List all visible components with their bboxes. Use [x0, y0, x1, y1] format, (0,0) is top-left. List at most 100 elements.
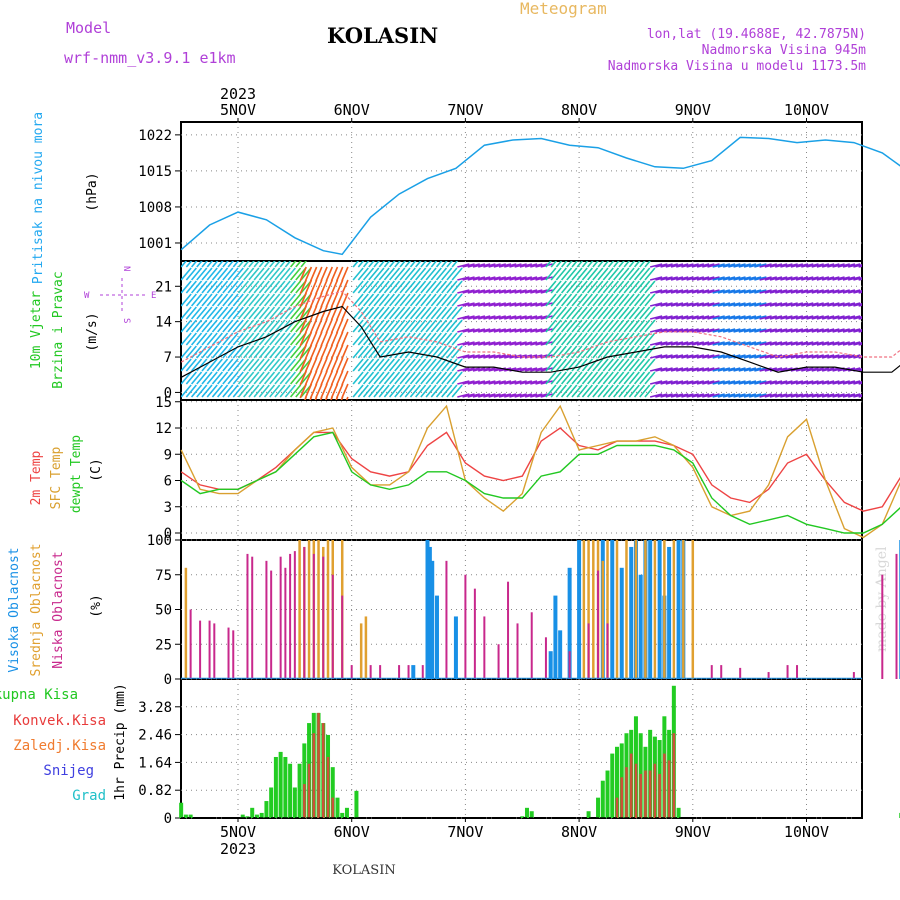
wind-barb [717, 367, 731, 372]
wind-barb [759, 263, 772, 268]
wind-barb [498, 354, 512, 359]
precip-total-bar [264, 801, 269, 818]
wind-barb [764, 302, 778, 307]
wind-barb [597, 280, 609, 294]
wind-barb [733, 276, 746, 281]
wind-barb [289, 332, 302, 346]
precip-total-bar [596, 797, 601, 818]
wind-barb [712, 276, 725, 281]
low-cloud-bar [289, 553, 292, 679]
wind-barb [472, 393, 486, 398]
wind-barb [895, 277, 900, 280]
wind-barb [368, 358, 380, 372]
wind-barb [702, 289, 715, 294]
wind-barb [388, 293, 401, 307]
wind-ytick-label: 7 [164, 350, 172, 366]
wind-barb [274, 319, 286, 333]
wind-barb [320, 266, 328, 282]
wind-barb [864, 277, 876, 280]
wind-barb [368, 306, 380, 320]
wind-barb [362, 261, 370, 268]
wind-barb [801, 393, 814, 398]
wind-barb [217, 267, 229, 281]
wind-barb [550, 345, 562, 359]
wind-barb [811, 302, 824, 307]
wind-barb [639, 267, 651, 281]
temp-sfc-line [180, 404, 900, 539]
wind-barb [890, 394, 900, 397]
wind-barb [284, 358, 296, 372]
low-cloud-bar [293, 551, 296, 679]
wind-barb [394, 358, 406, 372]
wind-barb [227, 306, 239, 320]
wind-barb [665, 380, 678, 385]
mid-cloud-bar [359, 623, 363, 679]
wind-barb [435, 371, 448, 385]
wind-barb [847, 263, 861, 268]
wind-barb [206, 319, 218, 333]
precip-label-snow: Snijeg [43, 763, 94, 779]
wind-barb [232, 371, 244, 385]
wind-barb [785, 263, 798, 268]
pressure-ytick-label: 1015 [138, 164, 172, 180]
wind-barb [404, 332, 416, 346]
wind-barb [535, 328, 548, 333]
wind-barb [707, 328, 720, 333]
wind-barb [425, 384, 437, 398]
mid-cloud-bar [653, 540, 657, 679]
wind-barb [185, 306, 197, 320]
wind-barb [335, 344, 344, 360]
wind-barb [325, 266, 334, 282]
wind-barb [655, 302, 668, 307]
wind-barb [795, 315, 809, 320]
wind-barb [362, 293, 375, 307]
wind-barb [655, 328, 668, 333]
wind-barb [681, 276, 694, 281]
wind-barb [330, 357, 339, 373]
cloud-unit: (%) [89, 594, 104, 617]
wind-barb [309, 318, 318, 334]
wind-barb [847, 341, 861, 346]
wind-barb [633, 280, 646, 294]
wind-barb [435, 384, 448, 398]
wind-barb [717, 341, 731, 346]
wind-barb [743, 302, 757, 307]
wind-barb [858, 369, 862, 372]
wind-barb [821, 315, 835, 320]
wind-barb [816, 393, 830, 398]
wind-barb [858, 356, 862, 359]
wind-barb [795, 263, 809, 268]
day-labels-top: 5NOV 6NOV 7NOV 8NOV 9NOV 10NOV [220, 101, 829, 122]
wind-barb [869, 290, 881, 293]
wind-barb [702, 263, 715, 268]
wind-barb [633, 358, 646, 372]
wind-barb [383, 332, 396, 346]
wind-barb [493, 289, 507, 294]
wind-barb [780, 393, 793, 398]
wind-barb [633, 384, 646, 398]
wind-barb [373, 280, 385, 294]
wind-barb [483, 289, 496, 294]
wind-barb [576, 384, 588, 398]
wind-barb [628, 371, 640, 385]
wind-barb [263, 306, 276, 320]
wind-barb [806, 354, 819, 359]
wind-barb [279, 293, 291, 307]
wind-barb [373, 358, 385, 372]
wind-barb [435, 280, 448, 294]
wind-barb [743, 393, 757, 398]
wind-barb [415, 293, 427, 307]
temp-ytick-label: 0 [164, 526, 172, 542]
wind-barb [504, 341, 517, 346]
year-bottom: 2023 [220, 840, 256, 858]
wind-label-1: 10m Vjetar [29, 291, 44, 369]
wind-barb [446, 371, 458, 385]
wind-barb [686, 276, 699, 281]
wind-barb [676, 354, 689, 359]
wind-barb [248, 293, 260, 307]
wind-barb [665, 341, 678, 346]
wind-barb [373, 261, 381, 268]
wind-barb [330, 344, 339, 360]
wind-barb [764, 341, 778, 346]
wind-barb [237, 280, 250, 294]
